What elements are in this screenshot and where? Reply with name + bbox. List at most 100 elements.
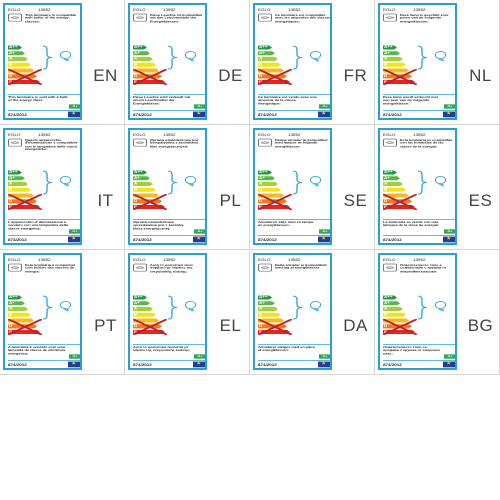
regulation-number: 874/2012 — [8, 238, 27, 242]
eu-flag-icon — [68, 111, 80, 118]
energy-class-bar: A++ — [8, 295, 22, 299]
model-number: 13552 — [163, 257, 176, 262]
energy-class-bar: A+ — [133, 176, 150, 180]
bulb-icon — [59, 300, 72, 312]
model-number: 13552 — [413, 7, 426, 12]
regulation-number: 874/2012 — [383, 113, 402, 117]
brace-icon — [167, 170, 178, 195]
excluded-classes-cross-icon — [383, 319, 417, 335]
compatibility-text: Diese Leuchte ist kompatibel mit den Leu… — [150, 13, 203, 23]
sold-with-text: A luminária é vendido com uma lâmpada da… — [8, 345, 66, 355]
energy-label: EGLO 13552 Esta luminária é compatível com… — [3, 253, 82, 370]
sold-with-text: Deze lamp wordt verkocht met een peer va… — [383, 95, 438, 105]
energy-class-bar: A — [8, 307, 28, 311]
energy-class-bar: A++ — [8, 170, 22, 174]
eu-flag-icon — [318, 361, 330, 368]
energy-label: EGLO 13552 Dette armatur er kompatibelt me… — [253, 253, 332, 370]
bulb-icon — [59, 175, 72, 187]
energy-class-bar: A — [383, 182, 403, 186]
energy-label: EGLO 13552 Осветителното тяло е съвместимо… — [378, 253, 457, 370]
energy-class-bar: B — [8, 188, 31, 192]
luminaire-icon — [8, 263, 22, 272]
energy-class-bar: A — [258, 182, 278, 186]
energy-class-bar: A++ — [383, 295, 397, 299]
language-code: NL — [469, 66, 492, 85]
brand-name: EGLO — [133, 7, 146, 12]
energy-class-bar: A+ — [8, 301, 25, 305]
brand-name: EGLO — [8, 7, 21, 12]
energy-class-bar: A++ — [133, 295, 147, 299]
class-badge: A+ — [444, 354, 455, 359]
regulation-number: 874/2012 — [8, 363, 27, 367]
language-code: DA — [343, 316, 368, 335]
class-badge: A+ — [444, 104, 455, 109]
bulb-icon — [184, 50, 197, 62]
label-cell-de: EGLO 13552 Diese Leuchte ist kompatibel mi… — [125, 0, 250, 125]
energy-class-bar: A+ — [8, 51, 25, 55]
energy-scale: A++A+ABCDE — [258, 45, 292, 90]
brand-name: EGLO — [383, 257, 396, 262]
energy-class-bar: B — [133, 313, 156, 317]
eu-flag-icon — [193, 236, 205, 243]
energy-class-bar: B — [258, 188, 281, 192]
energy-class-bar: A+ — [133, 301, 150, 305]
energy-class-bar: B — [8, 313, 31, 317]
luminaire-icon — [258, 263, 272, 272]
language-code: SE — [343, 191, 368, 210]
language-code: DE — [218, 66, 243, 85]
eu-flag-icon — [318, 111, 330, 118]
energy-class-bar: A — [133, 182, 153, 186]
energy-label: EGLO 13552 Esta luminaria es compatible co… — [378, 128, 457, 245]
luminaire-icon — [133, 263, 147, 272]
brand-name: EGLO — [258, 257, 271, 262]
language-code: ES — [468, 191, 493, 210]
model-number: 13552 — [38, 7, 51, 12]
sold-with-text: This luminaire is sold with a bulb of th… — [8, 95, 68, 102]
luminaire-icon — [258, 138, 272, 147]
energy-class-bar: E — [383, 80, 415, 84]
brace-icon — [292, 170, 303, 195]
luminaire-icon — [383, 13, 397, 22]
compatibility-text: Denna armatur är kompatibel med lampor a… — [275, 138, 328, 148]
excluded-classes-cross-icon — [8, 194, 42, 210]
energy-class-bar: A+ — [8, 176, 25, 180]
energy-class-bar: B — [258, 63, 281, 67]
regulation-number: 874/2012 — [383, 238, 402, 242]
brace-icon — [417, 45, 428, 70]
sold-with-text: Diese Leuchte wird verkauft mit einem Le… — [133, 95, 191, 105]
regulation-number: 874/2012 — [258, 113, 277, 117]
sold-with-text: L'apparecchio d' illuminazione è venduto… — [8, 220, 68, 230]
brand-name: EGLO — [8, 257, 21, 262]
language-code: PT — [94, 316, 117, 335]
compatibility-text: Esta luminária é compatível com bulbos d… — [25, 263, 76, 273]
excluded-classes-cross-icon — [8, 69, 42, 85]
brand-name: EGLO — [383, 7, 396, 12]
luminaire-icon — [383, 263, 397, 272]
excluded-classes-cross-icon — [258, 194, 292, 210]
energy-class-bar: B — [258, 313, 281, 317]
label-cell-es: EGLO 13552 Esta luminaria es compatible co… — [375, 125, 500, 250]
model-number: 13552 — [413, 132, 426, 137]
label-cell-pl: EGLO 13552 Oprawa oświetleniowa jest kompa… — [125, 125, 250, 250]
bulb-icon — [309, 175, 322, 187]
energy-label: EGLO 13552 Diese Leuchte ist kompatibel mi… — [128, 3, 207, 120]
language-code: FR — [343, 66, 368, 85]
sold-with-text: Armaturet sælges med en pære af energikl… — [258, 345, 315, 352]
energy-class-bar: A++ — [258, 45, 272, 49]
label-cell-it: EGLO 13552 Questo apparecchio d'illuminazi… — [0, 125, 125, 250]
energy-class-bar: A+ — [383, 301, 400, 305]
energy-label: EGLO 13552 Ce luminaire est compatible ave… — [253, 3, 332, 120]
bulb-icon — [309, 300, 322, 312]
language-code: PL — [219, 191, 242, 210]
energy-class-bar: E — [8, 330, 40, 334]
energy-class-bar: E — [133, 205, 165, 209]
compatibility-text: Oprawa oświetleniowa jest kompatybilna z… — [150, 138, 199, 148]
compatibility-text: Dette armatur er kompatibelt med lag af … — [275, 263, 327, 270]
model-number: 13552 — [288, 7, 301, 12]
bulb-icon — [434, 300, 447, 312]
eu-flag-icon — [443, 361, 455, 368]
excluded-classes-cross-icon — [258, 319, 292, 335]
sold-with-text: Armaturen säljs med en lampa av energikl… — [258, 220, 314, 227]
energy-class-bar: A++ — [258, 170, 272, 174]
energy-scale: A++A+ABCDE — [383, 45, 417, 90]
